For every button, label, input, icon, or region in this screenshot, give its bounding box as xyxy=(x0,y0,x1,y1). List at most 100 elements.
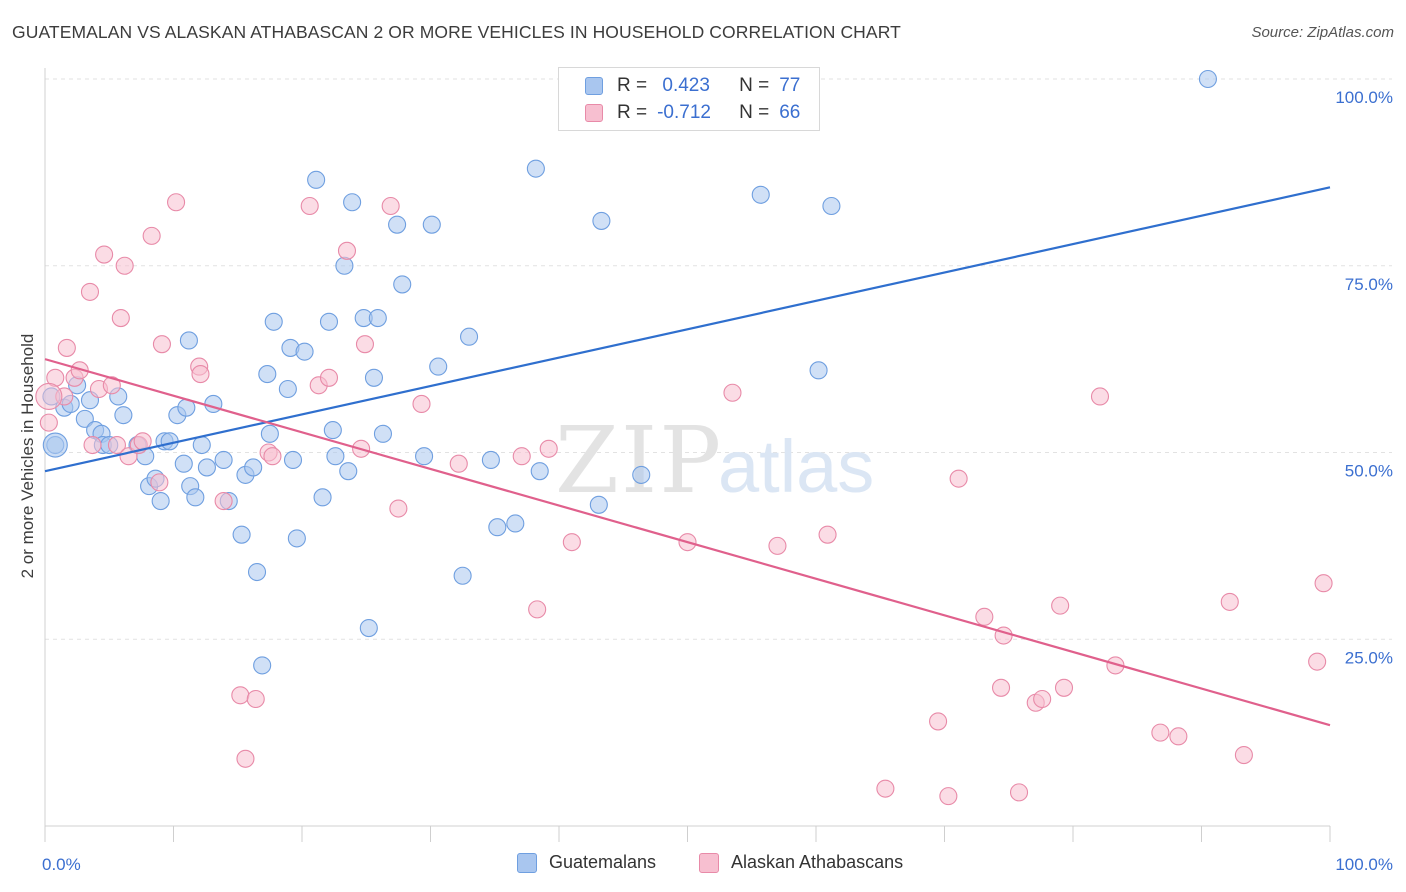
data-point xyxy=(179,331,198,350)
data-point xyxy=(751,185,770,204)
data-point xyxy=(1198,69,1217,89)
data-point xyxy=(244,458,263,477)
data-point xyxy=(422,215,441,234)
data-point xyxy=(253,656,272,675)
data-point xyxy=(232,525,251,544)
data-point xyxy=(326,447,345,466)
data-point xyxy=(1033,689,1052,709)
trend-line-guatemalans xyxy=(44,186,1331,473)
data-point xyxy=(1308,652,1327,671)
legend-swatch-guatemalans xyxy=(517,852,537,873)
data-point xyxy=(449,454,468,473)
data-point xyxy=(592,211,611,230)
data-point xyxy=(258,365,277,384)
data-point xyxy=(512,447,531,466)
watermark-atlas: atlas xyxy=(718,425,874,508)
data-point xyxy=(1051,596,1070,615)
data-point xyxy=(214,450,233,470)
legend-row-alaskan-athabascans: R = -0.712 N = 66 xyxy=(585,101,800,125)
data-point xyxy=(562,533,581,552)
data-point xyxy=(343,193,362,212)
data-point xyxy=(632,465,651,484)
data-point xyxy=(263,447,282,466)
data-point xyxy=(1169,727,1188,746)
data-point xyxy=(231,686,250,705)
data-point xyxy=(39,413,58,432)
data-point xyxy=(247,562,267,582)
data-point xyxy=(481,450,500,470)
data-point xyxy=(393,275,412,294)
data-point xyxy=(429,357,448,376)
data-point xyxy=(174,454,193,473)
data-point xyxy=(949,469,968,488)
data-point xyxy=(1151,723,1170,742)
data-point xyxy=(1314,574,1333,593)
data-point xyxy=(589,495,608,514)
data-point xyxy=(488,518,507,537)
data-point xyxy=(246,689,265,709)
legend-r-value: 0.423 xyxy=(657,75,710,96)
data-point xyxy=(107,435,127,455)
data-point xyxy=(339,462,358,481)
legend-item-guatemalans[interactable]: Guatemalans xyxy=(517,852,656,873)
data-point xyxy=(283,450,303,470)
axis-labels: 25.0% 50.0% 75.0% 100.0% 0.0% 100.0% 2 or more… xyxy=(18,88,1393,874)
data-point xyxy=(939,787,958,806)
data-point xyxy=(412,394,431,413)
data-point xyxy=(95,245,114,264)
data-point xyxy=(929,712,948,731)
data-point xyxy=(975,607,994,626)
data-point xyxy=(1090,387,1110,406)
x-tick-label-end: 100.0% xyxy=(1335,855,1393,874)
data-point xyxy=(381,196,400,216)
data-point xyxy=(151,492,170,511)
stats-legend: R = 0.423 N = 77 R = -0.712 N = 66 xyxy=(558,67,820,131)
data-point xyxy=(818,525,837,544)
y-tick-label: 50.0% xyxy=(1345,462,1393,481)
data-point xyxy=(57,338,76,357)
source-label: Source: ZipAtlas.com xyxy=(1251,24,1394,41)
legend-item-alaskan-athabascans[interactable]: Alaskan Athabascans xyxy=(699,852,903,873)
chart-title: GUATEMALAN VS ALASKAN ATHABASCAN 2 OR MO… xyxy=(12,22,901,42)
data-point xyxy=(313,488,332,507)
data-point xyxy=(191,365,210,384)
data-point xyxy=(319,368,339,387)
data-point xyxy=(186,488,205,507)
data-point xyxy=(111,308,130,328)
data-point xyxy=(264,312,283,331)
data-point xyxy=(319,312,339,331)
legend-swatch-guatemalans xyxy=(585,77,603,95)
data-point xyxy=(150,473,169,492)
legend-swatch-alaskan-athabascans xyxy=(699,852,719,873)
y-tick-label: 25.0% xyxy=(1345,648,1393,667)
series-legend: Guatemalans Alaskan Athabascans xyxy=(0,852,1406,876)
data-point xyxy=(42,432,68,458)
data-point xyxy=(167,193,186,212)
data-point xyxy=(539,439,558,458)
data-point xyxy=(506,514,525,533)
legend-label: Guatemalans xyxy=(549,852,657,872)
data-point xyxy=(359,618,378,638)
data-point xyxy=(1234,745,1253,765)
data-point xyxy=(389,499,408,518)
data-point xyxy=(287,529,306,548)
y-tick-label: 100.0% xyxy=(1335,88,1393,107)
data-point xyxy=(80,282,100,301)
data-point xyxy=(723,383,742,402)
data-point xyxy=(526,159,545,178)
data-point xyxy=(368,308,387,328)
data-point xyxy=(323,421,342,440)
data-point xyxy=(530,462,549,481)
legend-n-value: 66 xyxy=(779,102,801,123)
data-point xyxy=(1220,592,1239,611)
data-point xyxy=(192,435,211,455)
legend-n-label: N = xyxy=(739,102,770,123)
data-point xyxy=(809,361,828,380)
data-point xyxy=(35,382,63,411)
data-point xyxy=(114,406,133,425)
data-point xyxy=(876,779,895,798)
data-point xyxy=(142,226,161,245)
data-point xyxy=(459,327,479,346)
x-tick-label-start: 0.0% xyxy=(42,855,81,874)
